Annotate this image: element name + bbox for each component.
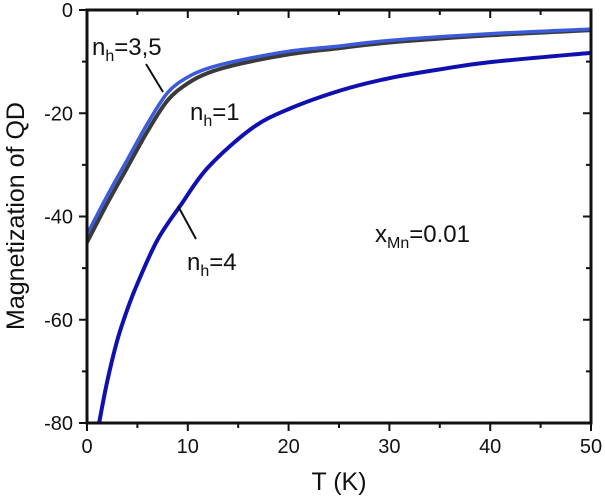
y-tick-label: -60: [44, 310, 73, 332]
plot-frame: [85, 8, 593, 425]
svg-text:nh=3,5: nh=3,5: [92, 34, 162, 65]
y-tick-label: -80: [44, 413, 73, 435]
series-line-n-h-1: [85, 28, 592, 244]
y-tick-label: -20: [44, 103, 73, 125]
svg-text:nh=1: nh=1: [190, 99, 240, 130]
annotation-nh-1: nh=1: [190, 99, 240, 130]
series-line-n-h-4: [97, 50, 592, 424]
y-tick-label: -40: [44, 207, 73, 229]
y-axis-label: Magnetization of QD: [2, 102, 30, 330]
x-tick-label: 30: [378, 436, 400, 458]
svg-text:xMn=0.01: xMn=0.01: [375, 221, 470, 252]
annotation-nh-4: nh=4: [177, 205, 237, 280]
y-tick-label: 0: [62, 0, 73, 22]
x-axis-label: T (K): [311, 468, 366, 496]
x-tick-label: 10: [177, 436, 199, 458]
arrow-line: [145, 63, 164, 93]
series-lines: [85, 27, 592, 424]
x-tick-label: 40: [479, 436, 501, 458]
svg-text:nh=4: nh=4: [187, 249, 237, 280]
arrow-line: [177, 205, 197, 240]
series-line-n-h-3-5: [85, 27, 592, 236]
x-tick-label: 20: [277, 436, 299, 458]
annotation-nh-3-5: nh=3,5: [92, 34, 164, 93]
axis-ticks: 0 10 20 30 40 50 0 -20 -40 -60 -80: [44, 0, 602, 458]
x-tick-label: 50: [580, 436, 602, 458]
annotation-xmn: xMn=0.01: [375, 221, 470, 252]
x-tick-label: 0: [81, 436, 92, 458]
